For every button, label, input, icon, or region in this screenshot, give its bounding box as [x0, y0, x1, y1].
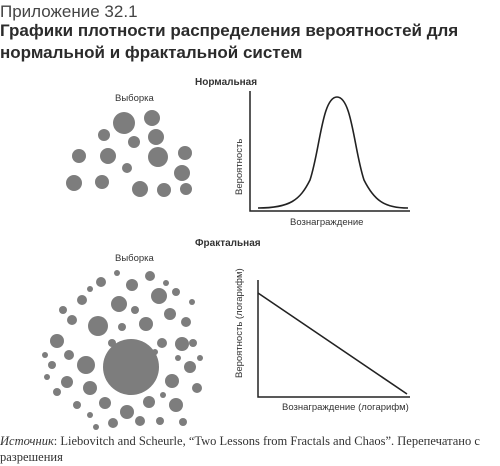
sample-circle: [165, 374, 179, 388]
sample-circle: [72, 149, 86, 163]
sample-circle: [152, 349, 158, 355]
sample-circle: [50, 334, 64, 348]
sample-circle: [87, 412, 93, 418]
sample-circle: [120, 405, 134, 419]
sample-circle: [192, 383, 202, 393]
sample-circle: [104, 358, 110, 364]
sample-circle: [180, 183, 192, 195]
sample-circle: [157, 338, 167, 348]
sample-circle: [156, 417, 164, 425]
sample-circle: [98, 129, 110, 141]
sample-circle: [108, 418, 118, 428]
sample-circle: [148, 129, 164, 145]
sample-circle: [179, 418, 187, 426]
normal-sample-cluster: [66, 110, 192, 197]
sample-circle: [44, 374, 50, 380]
sample-circle: [111, 296, 127, 312]
sample-circle: [135, 416, 145, 426]
sample-circle: [175, 355, 181, 361]
sample-circle: [87, 286, 93, 292]
sample-circle: [77, 295, 87, 305]
sample-circle: [139, 317, 153, 331]
sample-circle: [88, 316, 108, 336]
sample-circle-large: [103, 339, 159, 395]
sample-circle: [197, 355, 203, 361]
normal-plot: [249, 91, 410, 212]
sample-circle: [164, 308, 176, 320]
sample-circle: [48, 361, 56, 369]
sample-circle: [181, 317, 191, 327]
sample-circle: [174, 165, 190, 181]
sample-circle: [93, 424, 99, 430]
sample-circle: [169, 398, 183, 412]
sample-circle: [122, 163, 132, 173]
normal-section-label: Нормальная: [195, 77, 258, 88]
sample-circle: [96, 277, 106, 287]
sample-circle: [77, 356, 95, 374]
sample-circle: [61, 376, 73, 388]
sample-circle: [160, 392, 166, 398]
sample-circle: [128, 136, 140, 148]
sample-circle: [151, 288, 167, 304]
sample-circle: [99, 397, 111, 409]
sample-circle: [189, 339, 197, 347]
sample-circle: [163, 280, 169, 286]
fractal-sample-cluster: [42, 270, 203, 430]
sample-circle: [184, 361, 196, 373]
sample-circle: [83, 381, 97, 395]
sample-circle: [131, 306, 139, 314]
sample-circle: [144, 110, 160, 126]
sample-circle: [53, 388, 61, 396]
fractal-plot: [257, 280, 410, 398]
sample-circle: [126, 279, 138, 291]
sample-circle: [108, 339, 116, 347]
sample-circle: [113, 112, 135, 134]
sample-circle: [114, 270, 120, 276]
sample-circle: [145, 271, 155, 281]
normal-x-label: Вознаграждение: [290, 217, 364, 228]
sample-circle: [189, 299, 195, 305]
fractal-line: [257, 292, 408, 395]
source-text: : Liebovitch and Scheurle, “Two Lessons …: [0, 434, 480, 464]
normal-curve: [257, 96, 409, 209]
sample-circle: [59, 306, 67, 314]
sample-circle: [95, 175, 109, 189]
source-note: Источник: Liebovitch and Scheurle, “Two …: [0, 433, 496, 465]
normal-axes: [249, 91, 410, 212]
fractal-x-label: Вознаграждение (логарифм): [282, 402, 409, 413]
sample-circle: [157, 183, 171, 197]
source-prefix: Источник: [0, 434, 54, 448]
sample-circle: [178, 146, 192, 160]
sample-circle: [175, 337, 189, 351]
sample-circle: [118, 323, 126, 331]
sample-circle: [73, 401, 81, 409]
sample-circle: [67, 315, 77, 325]
normal-sample-label: Выборка: [115, 93, 154, 104]
sample-circle: [132, 181, 148, 197]
fractal-axes: [257, 280, 410, 398]
figure-title: Графики плотности распределения вероятно…: [0, 21, 459, 62]
sample-circle: [143, 396, 155, 408]
sample-circle: [42, 352, 48, 358]
appendix-number: Приложение 32.1: [0, 2, 138, 21]
sample-circle: [100, 148, 116, 164]
sample-circle: [64, 350, 74, 360]
sample-circle: [172, 288, 180, 296]
sample-circle: [148, 147, 168, 167]
sample-circle: [66, 175, 82, 191]
fractal-sample-label: Выборка: [115, 253, 154, 264]
fractal-section-label: Фрактальная: [195, 238, 261, 249]
